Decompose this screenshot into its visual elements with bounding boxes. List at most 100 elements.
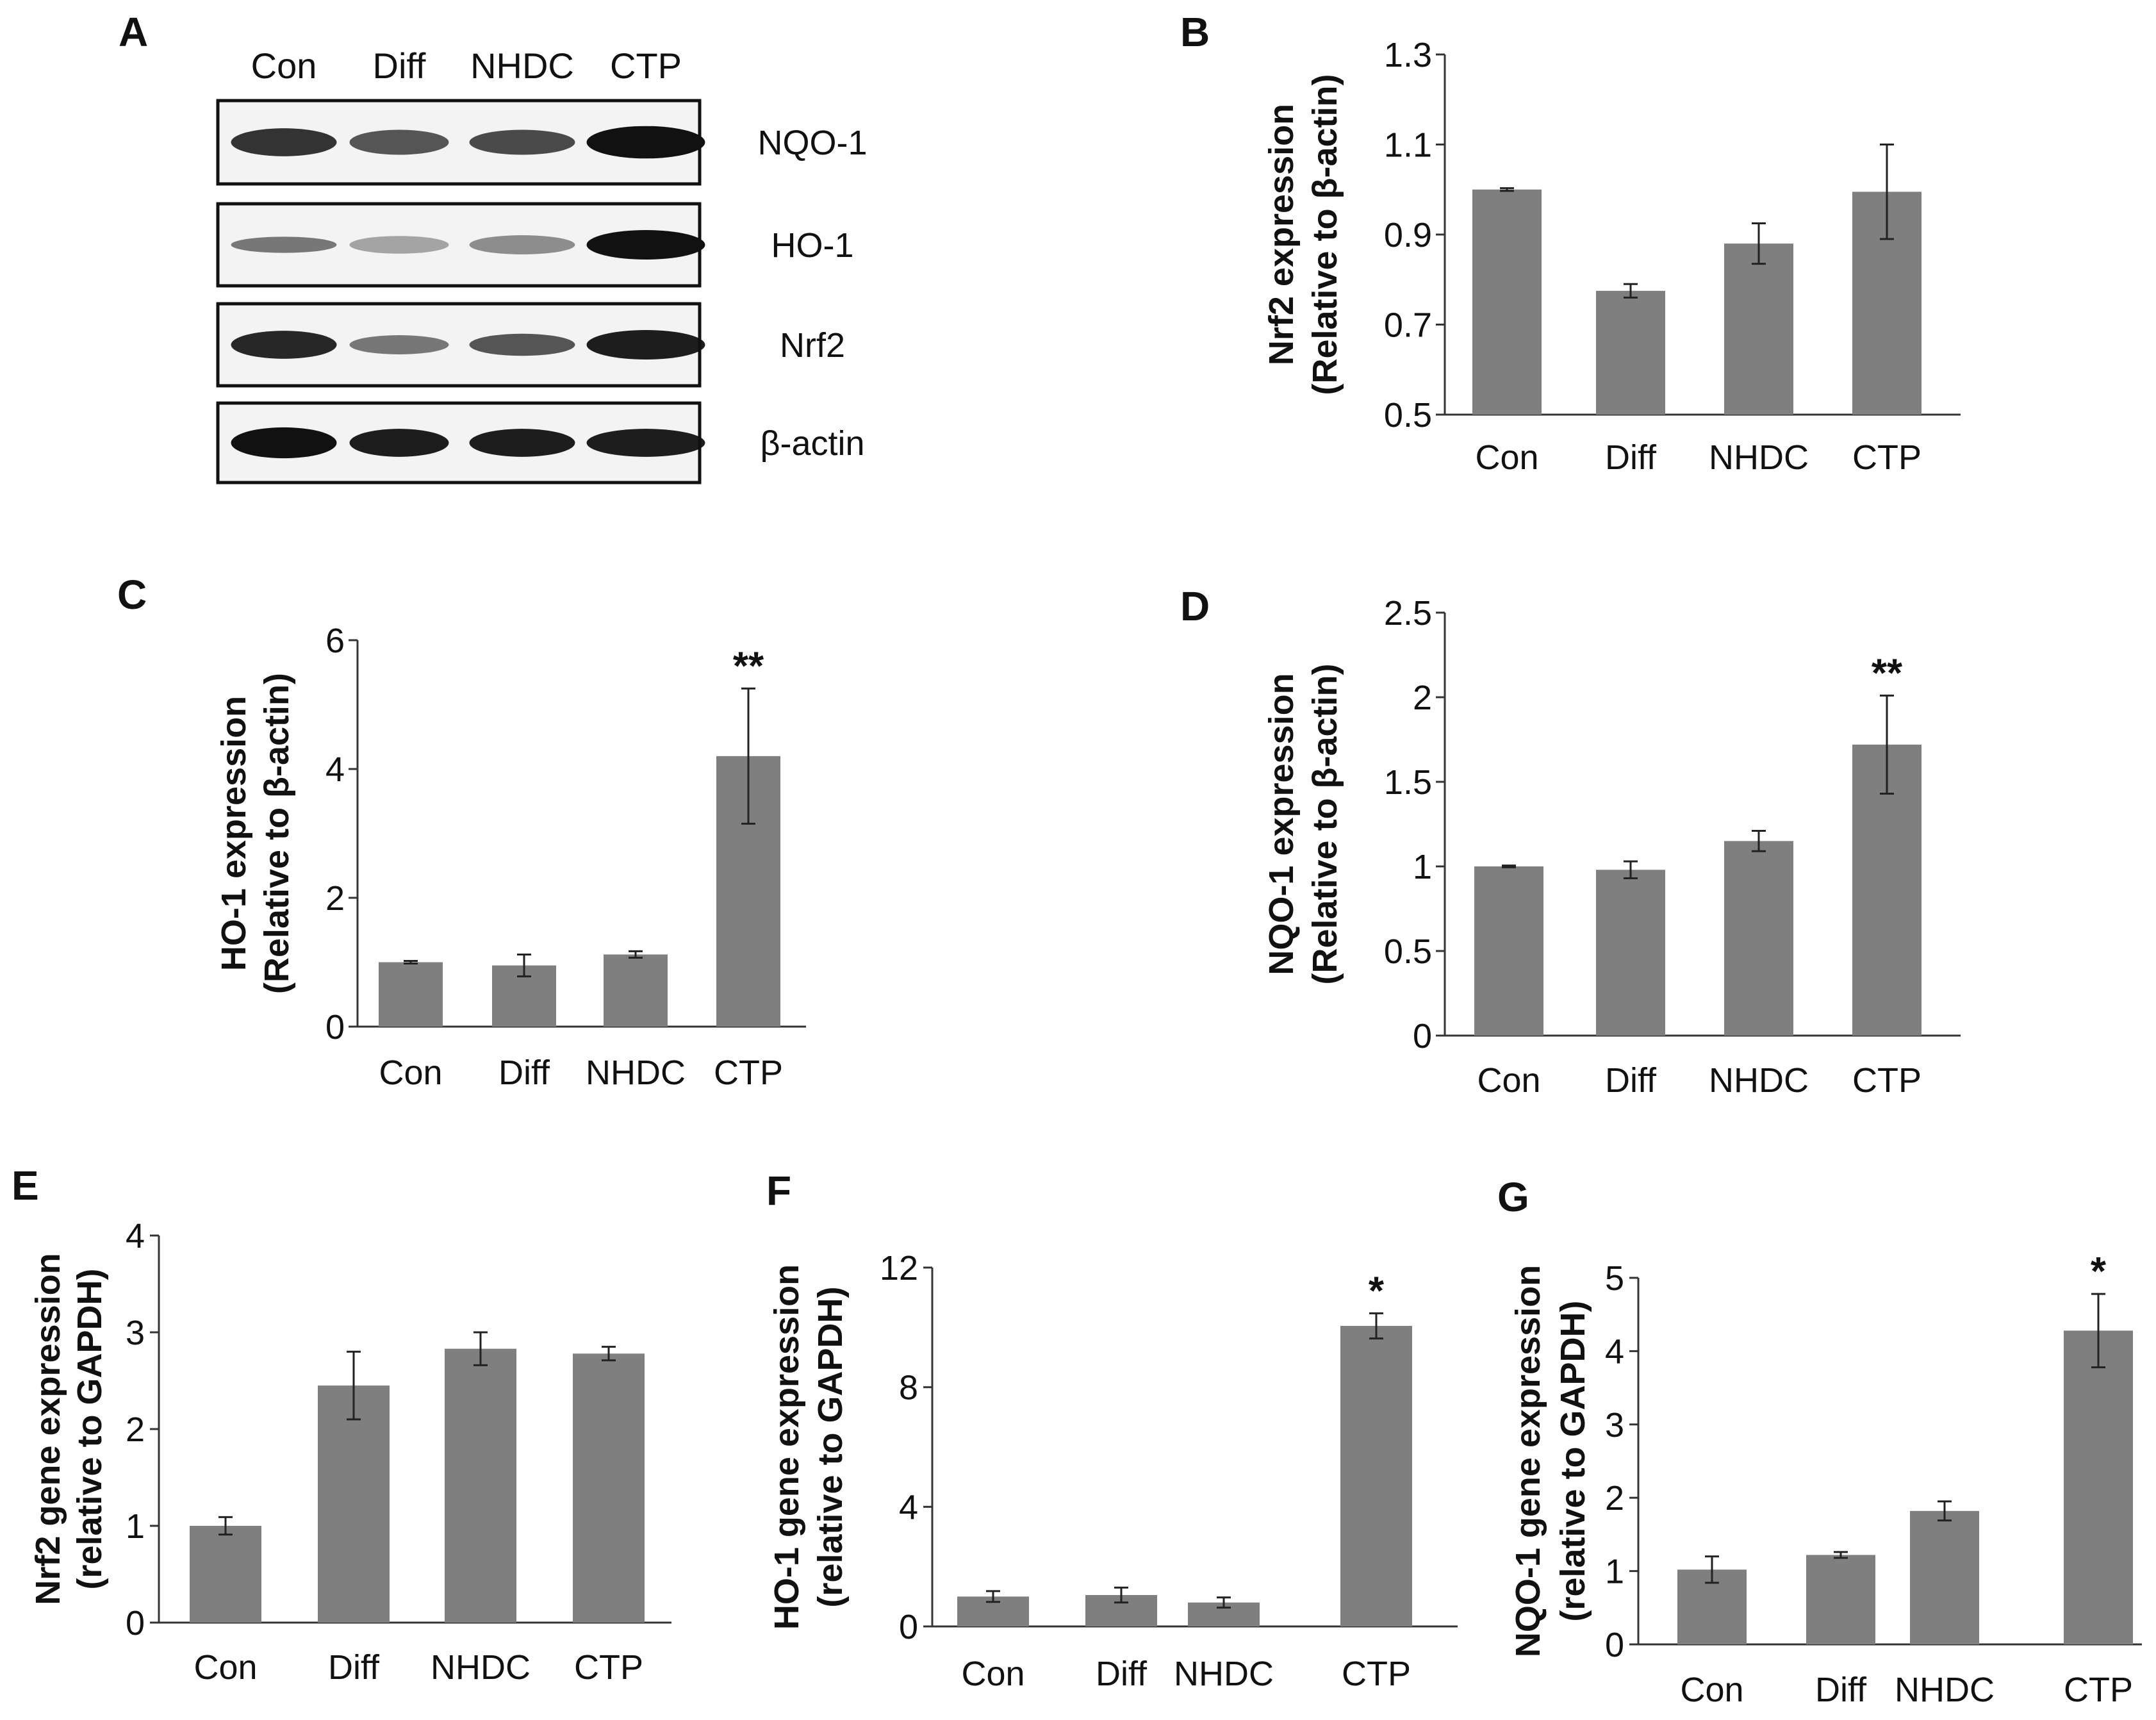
bar bbox=[1474, 866, 1543, 1036]
y-tick-label: 0 bbox=[325, 1008, 345, 1046]
y-axis-title: (Relative to β-actin) bbox=[1306, 663, 1344, 984]
y-tick-label: 1 bbox=[126, 1507, 145, 1546]
protein-band bbox=[586, 126, 705, 159]
bar bbox=[1596, 290, 1665, 415]
x-category-label: CTP bbox=[1342, 1655, 1411, 1693]
y-axis-title: (relative to GAPDH) bbox=[1554, 1300, 1592, 1621]
y-tick-label: 0 bbox=[126, 1604, 145, 1642]
y-tick-label: 2.5 bbox=[1384, 594, 1432, 633]
y-tick-label: 5 bbox=[1605, 1259, 1624, 1298]
chart-panel-b: B 0.5 0.7 0.9 1.1 1.3 Nrf2 expression (Relative… bbox=[1180, 9, 1961, 477]
panel-letter: C bbox=[117, 572, 147, 618]
y-axis-title: HO-1 gene expression bbox=[768, 1264, 806, 1630]
lane-label: CTP bbox=[610, 45, 682, 86]
y-axis-title: Nrf2 gene expression bbox=[29, 1253, 67, 1605]
protein-band bbox=[349, 335, 449, 354]
bar bbox=[1340, 1326, 1412, 1626]
x-category-label: Con bbox=[1680, 1671, 1743, 1709]
bar bbox=[1806, 1555, 1875, 1644]
x-category-label: CTP bbox=[2064, 1671, 2133, 1709]
chart-panel-e: E 0 1 2 3 4 Nrf2 gene expression (relative to G… bbox=[12, 1162, 671, 1687]
blot-row: Nrf2 bbox=[216, 302, 845, 388]
blot-row-label: Nrf2 bbox=[780, 326, 845, 365]
x-category-label: Con bbox=[961, 1655, 1025, 1693]
x-category-label: NHDC bbox=[1895, 1671, 1995, 1709]
protein-band bbox=[586, 230, 705, 260]
y-axis-title: (Relative to β-actin) bbox=[258, 673, 296, 994]
y-tick-label: 8 bbox=[899, 1369, 918, 1407]
panel-letter: B bbox=[1180, 9, 1210, 55]
x-category-label: CTP bbox=[1852, 438, 1921, 477]
x-category-label: Con bbox=[1475, 438, 1538, 477]
lane-label: NHDC bbox=[470, 45, 574, 86]
y-axis-title: NQO-1 gene expression bbox=[1509, 1265, 1547, 1657]
y-tick-label: 0 bbox=[899, 1608, 918, 1646]
y-tick-label: 2 bbox=[126, 1410, 145, 1449]
significance-marker: ** bbox=[733, 644, 764, 688]
lane-label: Con bbox=[251, 45, 317, 86]
y-axis-title: HO-1 expression bbox=[215, 696, 253, 971]
chart-panel-f: F 0 4 8 12 HO-1 gene expression (relative to G… bbox=[766, 1168, 1458, 1693]
protein-band bbox=[231, 331, 337, 359]
bar bbox=[1910, 1510, 1979, 1644]
panel-letter: G bbox=[1497, 1174, 1529, 1220]
protein-band bbox=[231, 427, 337, 459]
y-axis-title: (relative to GAPDH) bbox=[811, 1286, 850, 1607]
x-category-label: Con bbox=[379, 1054, 442, 1092]
x-category-label: Diff bbox=[1605, 438, 1657, 477]
y-tick-label: 1.1 bbox=[1384, 126, 1432, 165]
bar bbox=[1724, 841, 1793, 1036]
chart-panel-c: C 0 2 4 6 HO-1 expression (Relative to β-actin… bbox=[117, 572, 806, 1092]
blot-row-label: NQO-1 bbox=[757, 124, 867, 162]
y-axis-title: (relative to GAPDH) bbox=[70, 1268, 109, 1589]
y-tick-label: 2 bbox=[1413, 679, 1432, 717]
x-category-label: NHDC bbox=[1709, 438, 1809, 477]
y-tick-label: 0.9 bbox=[1384, 216, 1432, 254]
panel-letter: D bbox=[1180, 583, 1210, 629]
blot-row-label: HO-1 bbox=[771, 226, 853, 265]
y-tick-label: 1.5 bbox=[1384, 763, 1432, 802]
y-tick-label: 0.5 bbox=[1384, 396, 1432, 434]
significance-marker: ** bbox=[1872, 651, 1903, 695]
y-tick-label: 3 bbox=[1605, 1406, 1624, 1444]
protein-band bbox=[349, 429, 449, 457]
blot-row-label: β-actin bbox=[760, 424, 864, 463]
y-tick-label: 0.7 bbox=[1384, 306, 1432, 345]
protein-band bbox=[469, 429, 575, 457]
protein-band bbox=[349, 129, 449, 155]
x-category-label: CTP bbox=[1852, 1061, 1921, 1100]
chart-panel-g: G 0 1 2 3 4 5 NQO-1 gene expression (relative to… bbox=[1497, 1174, 2142, 1709]
y-axis-title: Nrf2 expression bbox=[1262, 104, 1301, 365]
blot-row: HO-1 bbox=[216, 202, 854, 288]
panel-letter: F bbox=[766, 1168, 791, 1214]
x-category-label: CTP bbox=[714, 1054, 783, 1092]
chart-panel-d: D 0 0.5 1 1.5 2 2.5 NQO-1 expression (Relative t… bbox=[1180, 583, 1961, 1100]
protein-band bbox=[469, 333, 575, 356]
y-tick-label: 4 bbox=[1605, 1332, 1624, 1371]
y-tick-label: 4 bbox=[126, 1217, 145, 1255]
y-tick-label: 1 bbox=[1413, 848, 1432, 886]
y-tick-label: 6 bbox=[325, 622, 345, 660]
y-tick-label: 2 bbox=[1605, 1479, 1624, 1517]
significance-marker: * bbox=[2091, 1250, 2107, 1294]
blot-row: NQO-1 bbox=[216, 99, 868, 186]
bar bbox=[1724, 244, 1793, 415]
y-tick-label: 1 bbox=[1605, 1553, 1624, 1591]
x-category-label: NHDC bbox=[431, 1648, 531, 1687]
bar bbox=[445, 1348, 516, 1623]
panel-letter: E bbox=[12, 1162, 39, 1209]
y-tick-label: 12 bbox=[880, 1249, 918, 1287]
x-category-label: Diff bbox=[1815, 1671, 1867, 1709]
panel-a-blot: A Con Diff NHDC CTP NQO-1 HO-1 Nrf2 β-actin bbox=[119, 9, 868, 484]
bar bbox=[604, 954, 668, 1027]
y-tick-label: 3 bbox=[126, 1314, 145, 1352]
significance-marker: * bbox=[1369, 1269, 1385, 1313]
y-axis-title: (Relative to β-actin) bbox=[1306, 74, 1344, 395]
bar bbox=[379, 962, 443, 1027]
bar bbox=[573, 1353, 645, 1623]
protein-band bbox=[586, 330, 705, 360]
y-tick-label: 4 bbox=[325, 750, 345, 789]
bar bbox=[1596, 870, 1665, 1036]
y-tick-label: 0.5 bbox=[1384, 932, 1432, 971]
bar bbox=[2064, 1330, 2133, 1644]
